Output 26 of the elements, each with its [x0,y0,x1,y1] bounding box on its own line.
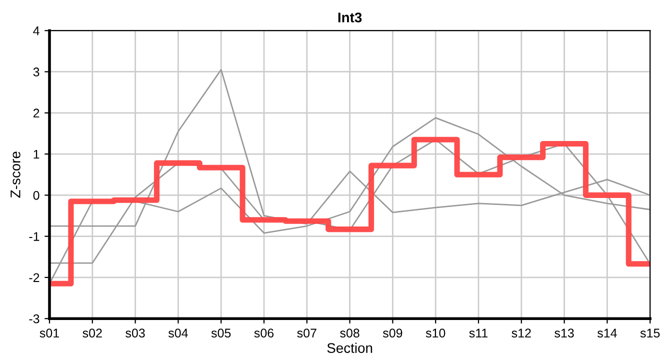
x-tick-label: s10 [426,328,446,338]
x-tick-label: s01 [40,328,59,338]
y-tick-label: -3 [29,314,40,324]
x-tick-label: s05 [211,328,231,338]
x-tick-label: s13 [554,328,574,338]
y-tick-label: -1 [29,232,40,241]
x-tick-label: s09 [382,328,402,338]
x-tick-label: s03 [126,328,145,338]
x-tick-label: s07 [297,328,316,338]
x-tick-label: s06 [254,328,274,338]
x-axis-title: Section [327,342,372,353]
y-tick-label: 4 [33,26,40,36]
x-tick-label: s15 [640,328,660,338]
x-tick-label: s02 [82,328,102,338]
x-tick-label: s14 [597,328,617,338]
y-tick-label: 3 [33,68,40,76]
y-tick-label: -2 [29,273,40,282]
x-tick-label: s08 [340,328,360,338]
x-tick-label: s11 [469,328,488,338]
x-tick-label: s04 [168,328,188,338]
y-tick-label: 0 [33,190,40,200]
chart-title: Int3 [338,12,362,22]
y-axis-title: Z-score [10,152,20,198]
y-tick-label: 2 [33,108,40,118]
x-tick-label: s12 [512,328,531,338]
y-tick-label: 1 [34,150,40,159]
